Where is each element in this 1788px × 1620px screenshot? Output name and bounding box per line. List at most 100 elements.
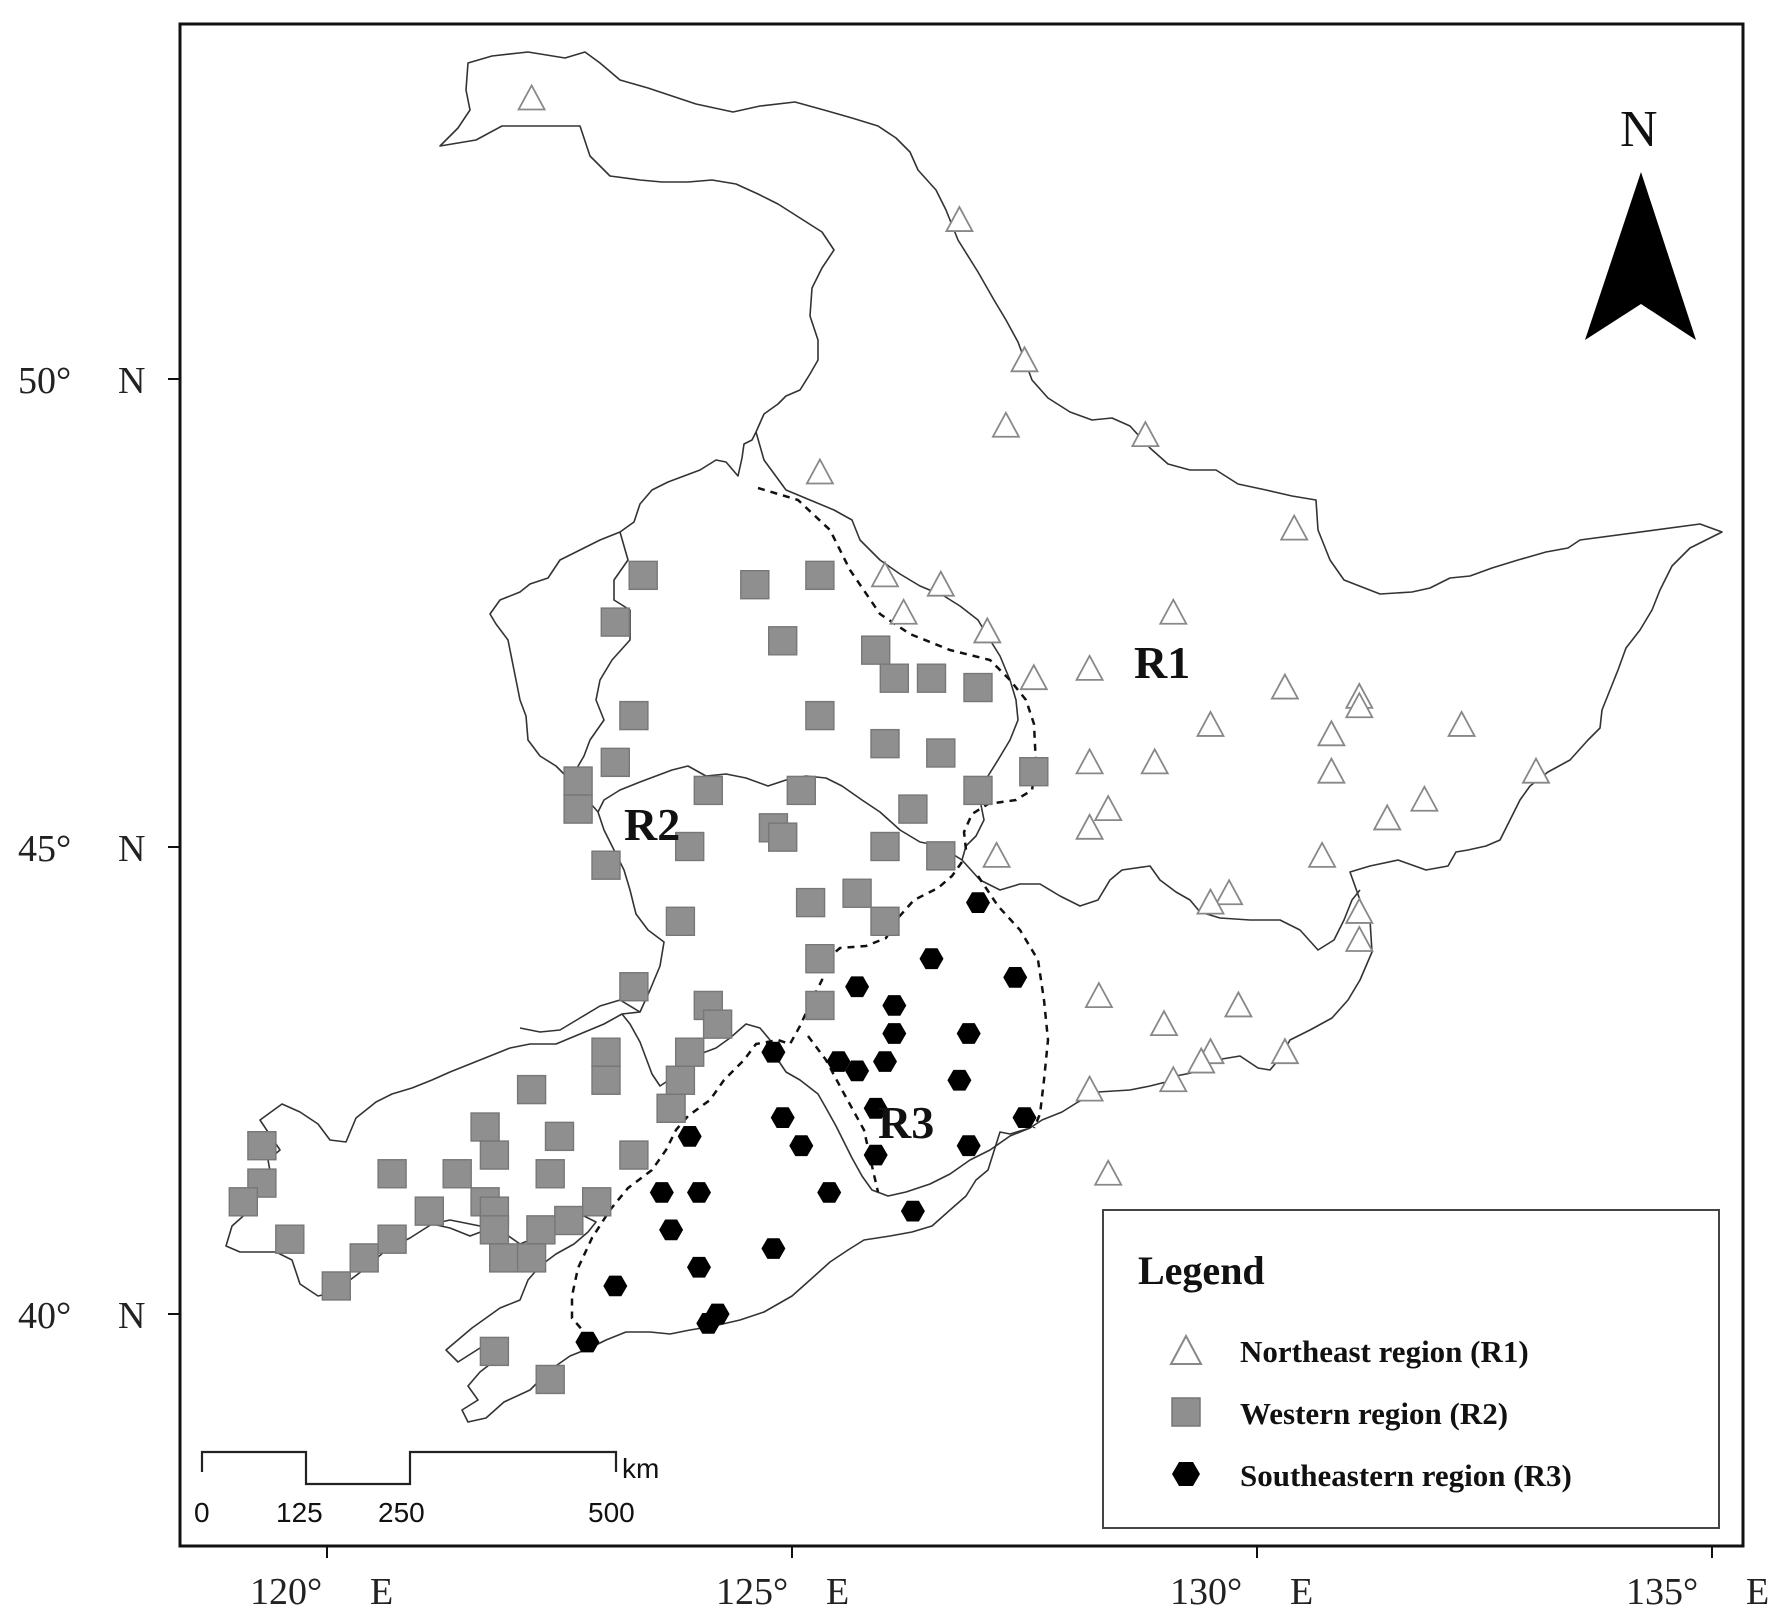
r2-station-marker [591,1037,621,1067]
r2-station-marker [535,1364,565,1395]
r1-station-marker [991,410,1021,438]
region-label-r2: R2 [624,799,680,850]
r3-station-marker [575,1331,600,1353]
r2-station-marker [916,663,947,693]
r2-station-marker [926,738,956,768]
r3-station-marker [770,1107,795,1128]
r1-station-marker [1316,756,1346,784]
lon-label-125-hem: E [826,1571,849,1613]
r3-station-marker [882,995,907,1016]
r2-station-marker [470,1112,500,1142]
r2-station-marker [591,850,621,880]
r1-station-layer [517,83,1551,1186]
r2-station-marker [619,700,649,731]
r2-station-marker [619,1140,649,1170]
r2-station-marker [349,1243,379,1273]
r3-station-marker [1003,967,1028,988]
scale-tick-250: 250 [378,1497,425,1528]
r2-station-marker [842,878,872,908]
r2-station-marker [898,794,928,824]
r2-r3-divider [570,861,964,1333]
r2-station-marker [489,1243,519,1273]
lat-label-50-hem: N [118,360,145,402]
r1-station-marker [1084,981,1114,1008]
r1-station-marker [1223,990,1253,1018]
r1-station-marker [1214,878,1244,906]
r1-station-marker [805,457,835,485]
r3-station-marker [845,1060,870,1082]
legend-item-r1: Northeast region (R1) [1240,1334,1529,1369]
scale-bar: 0 125 250 500 km [194,1450,659,1528]
scale-unit: km [622,1453,659,1484]
r3-station-marker [687,1256,711,1278]
r1-station-marker [982,840,1012,868]
r1-station-marker [1158,1065,1188,1093]
jilin-heilongjiang-east-border [961,859,1361,951]
northeast-china-outline [225,51,1723,1423]
r2-station-marker [526,1215,556,1245]
r1-station-marker [870,560,900,588]
r1-station-marker [1316,719,1346,747]
r1-station-marker [889,597,919,625]
r2-station-marker [861,635,891,665]
r1-station-marker [1130,420,1160,448]
r1-station-marker [517,83,547,111]
r2-station-marker [563,794,593,824]
r3-station-marker [919,948,944,970]
liaoning-northern-border [621,1013,1031,1197]
legend-triangle-icon [1169,1333,1203,1365]
lat-label-45-hem: N [118,828,145,870]
jilin-northern-border [597,765,963,861]
r1-station-marker [1447,710,1477,737]
r1-station-marker [1344,897,1374,924]
r1-station-marker [926,569,956,597]
r3-station-marker [817,1182,842,1203]
lat-label-40-hem: N [118,1295,145,1337]
r1-station-marker [1075,747,1105,775]
r2-station-marker [656,1093,686,1124]
r1-station-marker [1372,803,1402,831]
r2-station-marker [665,906,696,936]
r1-station-marker [1140,747,1170,775]
r2-station-marker [600,607,630,637]
r3-station-marker [900,1200,925,1222]
legend: Legend Northeast region (R1) Western reg… [1102,1209,1720,1529]
r1-station-marker [1093,1158,1123,1186]
r2-station-marker [619,972,649,1002]
r2-station-marker [600,747,630,778]
r3-r1-divider [976,875,1050,1129]
r1-station-marker [1521,756,1551,784]
r3-station-marker [873,1051,897,1072]
r2-station-marker [1019,757,1049,787]
r3-station-marker [845,976,870,998]
lon-label-130-deg: 130° [1170,1571,1242,1613]
r3-station-marker [659,1219,684,1241]
r2-station-marker [805,700,835,731]
region-dividers [570,486,1050,1333]
r3-station-marker [1012,1107,1037,1128]
r2-station-marker [870,906,900,936]
r3-station-marker [696,1313,721,1334]
r1-station-marker [1158,597,1188,625]
r1-station-marker [1019,663,1049,691]
longitude-axis: 120° E 125° E 130° E 135° E [250,1546,1769,1613]
r1-station-marker [1344,925,1374,952]
r3-station-marker [863,1144,888,1166]
r2-station-marker [442,1159,472,1189]
r2-station-marker [926,841,956,871]
legend-item-r3: Southeastern region (R3) [1240,1458,1572,1493]
r2-station-marker [786,775,816,806]
r1-station-marker [1270,672,1300,700]
r2-station-marker [479,1336,510,1367]
r2-station-marker [582,1187,612,1217]
scale-tick-0: 0 [194,1497,210,1528]
r3-station-marker [956,1135,981,1157]
r1-station-marker [1195,710,1226,737]
r1-station-marker [1195,887,1226,915]
scale-bar-line [200,1450,618,1486]
r3-station-marker [761,1041,786,1063]
r1-station-marker [1186,1046,1216,1074]
lat-label-40-deg: 40° [18,1295,71,1337]
r1-station-marker [944,205,974,232]
